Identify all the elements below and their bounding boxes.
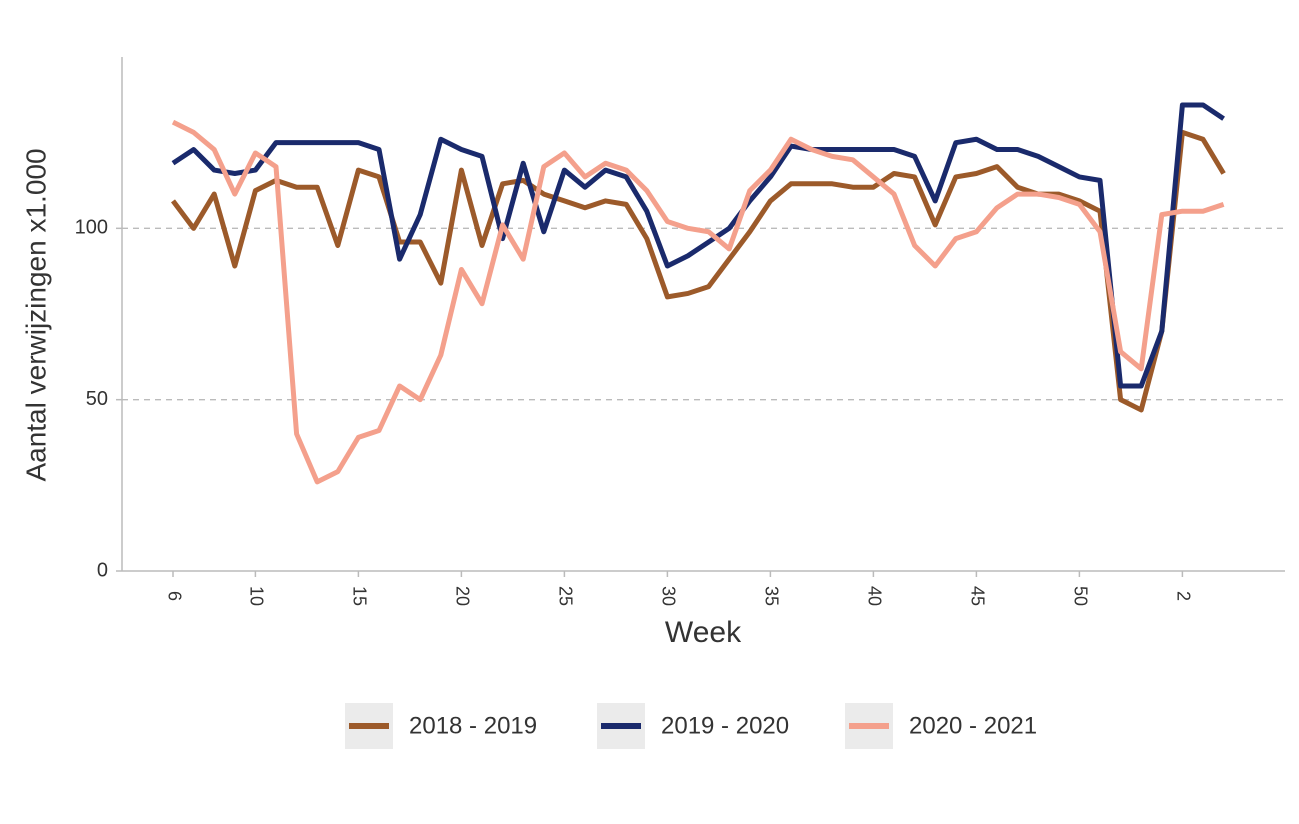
x-tick-label: 2 <box>1174 591 1194 601</box>
legend-label: 2019 - 2020 <box>661 712 789 739</box>
y-axis-title: Aantal verwijzingen x1.000 <box>20 148 51 481</box>
x-tick-label: 10 <box>247 586 267 606</box>
y-tick-label: 50 <box>86 388 108 410</box>
y-tick-label: 0 <box>97 559 108 581</box>
x-tick-label: 30 <box>659 586 679 606</box>
legend: 2018 - 2019 2019 - 2020 2020 - 2021 <box>345 703 1037 749</box>
x-tick-label: 45 <box>968 586 988 606</box>
series-line <box>171 119 1225 485</box>
x-tick-label: 40 <box>865 586 885 606</box>
legend-label: 2020 - 2021 <box>909 712 1037 739</box>
x-tick-label: 20 <box>453 586 473 606</box>
x-tick-label: 25 <box>556 586 576 606</box>
x-tick-label: 50 <box>1071 586 1091 606</box>
y-tick-label: 100 <box>75 217 108 239</box>
series-line <box>171 129 1226 413</box>
series-line <box>171 102 1225 389</box>
x-tick-label: 15 <box>350 586 370 606</box>
legend-label: 2018 - 2019 <box>409 712 537 739</box>
x-axis-title: Week <box>665 616 742 649</box>
x-tick-label: 35 <box>762 586 782 606</box>
x-tick-label: 6 <box>164 591 184 601</box>
